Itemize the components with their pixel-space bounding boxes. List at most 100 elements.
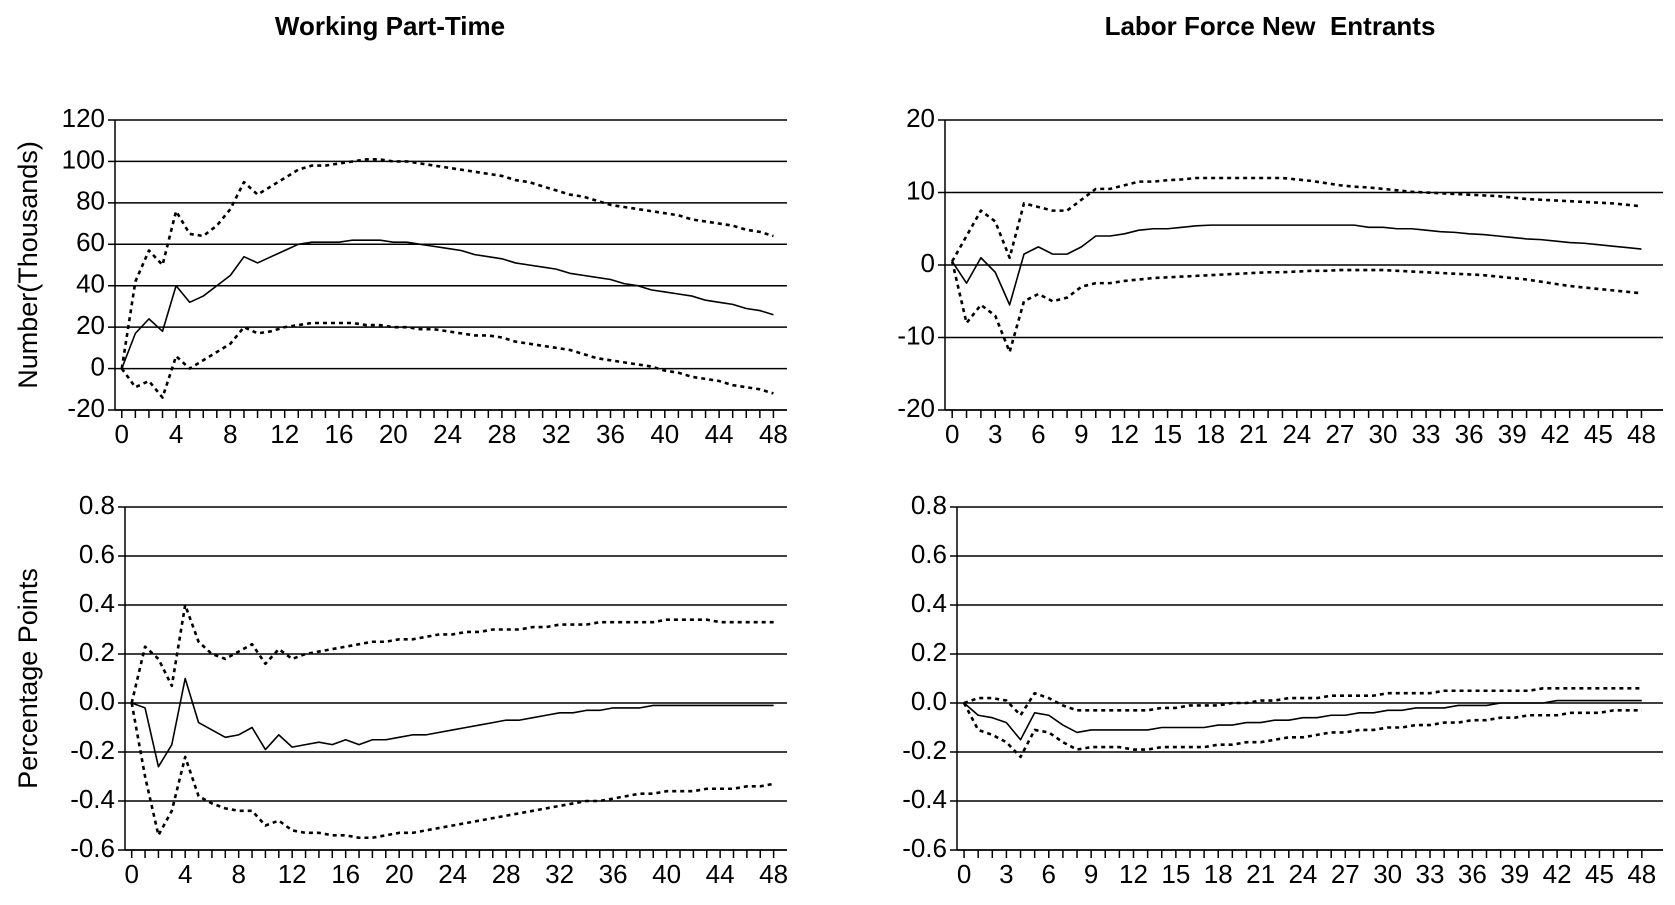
x-tick-label: 12 bbox=[1110, 419, 1139, 449]
x-tick-label: 8 bbox=[223, 419, 237, 449]
x-tick-label: 48 bbox=[759, 859, 788, 889]
series-line bbox=[131, 677, 774, 768]
y-tick-label: -20 bbox=[67, 393, 105, 423]
y-tick-label: 100 bbox=[62, 144, 105, 174]
y-tick-label: 0.0 bbox=[911, 686, 947, 716]
x-tick-label: 48 bbox=[759, 419, 788, 449]
y-tick-label: 10 bbox=[906, 175, 935, 205]
x-tick-label: 3 bbox=[988, 419, 1002, 449]
series-line bbox=[950, 261, 1642, 354]
x-tick-label: 32 bbox=[545, 859, 574, 889]
x-tick-label: 16 bbox=[331, 859, 360, 889]
y-tick-label: -0.2 bbox=[70, 735, 115, 765]
x-tick-label: 8 bbox=[231, 859, 245, 889]
y-tick-label: 40 bbox=[76, 269, 105, 299]
y-tick-label: 0.2 bbox=[79, 637, 115, 667]
y-tick-label: 20 bbox=[76, 310, 105, 340]
series-line bbox=[120, 158, 774, 369]
x-tick-label: 12 bbox=[270, 419, 299, 449]
series-line bbox=[963, 699, 1642, 741]
series-line bbox=[130, 603, 774, 704]
x-tick-label: 21 bbox=[1239, 419, 1268, 449]
series-line bbox=[951, 176, 1642, 263]
x-tick-label: 24 bbox=[1282, 419, 1311, 449]
x-tick-label: 3 bbox=[999, 859, 1013, 889]
x-tick-label: 20 bbox=[385, 859, 414, 889]
x-tick-label: 36 bbox=[599, 859, 628, 889]
x-tick-label: 24 bbox=[438, 859, 467, 889]
x-tick-label: 0 bbox=[957, 859, 971, 889]
x-tick-label: 9 bbox=[1084, 859, 1098, 889]
x-tick-label: 20 bbox=[379, 419, 408, 449]
y-tick-label: 20 bbox=[906, 103, 935, 133]
x-tick-label: 18 bbox=[1204, 859, 1233, 889]
y-tick-label: -0.2 bbox=[902, 735, 947, 765]
x-tick-label: 44 bbox=[705, 419, 734, 449]
series-line bbox=[120, 321, 774, 399]
x-tick-label: 6 bbox=[1031, 419, 1045, 449]
x-tick-label: 27 bbox=[1331, 859, 1360, 889]
y-tick-label: 0.6 bbox=[911, 539, 947, 569]
x-tick-label: 16 bbox=[325, 419, 354, 449]
y-axis-label: Percentage Points bbox=[13, 568, 43, 789]
x-tick-label: 45 bbox=[1584, 419, 1613, 449]
x-tick-label: 12 bbox=[278, 859, 307, 889]
x-tick-label: 28 bbox=[487, 419, 516, 449]
x-tick-label: 28 bbox=[492, 859, 521, 889]
x-tick-label: 48 bbox=[1627, 419, 1656, 449]
y-tick-label: -0.4 bbox=[902, 784, 947, 814]
x-tick-label: 24 bbox=[433, 419, 462, 449]
x-tick-label: 44 bbox=[706, 859, 735, 889]
series-line bbox=[951, 224, 1642, 306]
x-tick-label: 40 bbox=[652, 859, 681, 889]
x-tick-label: 45 bbox=[1585, 859, 1614, 889]
x-tick-label: 36 bbox=[1458, 859, 1487, 889]
chart-title: Working Part-Time bbox=[275, 11, 505, 41]
y-tick-label: 0 bbox=[91, 351, 105, 381]
x-tick-label: 32 bbox=[542, 419, 571, 449]
x-tick-label: 0 bbox=[945, 419, 959, 449]
y-tick-label: 60 bbox=[76, 227, 105, 257]
x-tick-label: 36 bbox=[596, 419, 625, 449]
x-tick-label: 6 bbox=[1042, 859, 1056, 889]
y-tick-label: 0.0 bbox=[79, 686, 115, 716]
x-tick-label: 39 bbox=[1498, 419, 1527, 449]
y-tick-label: -10 bbox=[897, 320, 935, 350]
y-tick-label: 0.4 bbox=[79, 588, 115, 618]
x-tick-label: 18 bbox=[1196, 419, 1225, 449]
y-tick-label: -0.6 bbox=[902, 833, 947, 863]
series-line bbox=[962, 702, 1642, 759]
x-tick-label: 30 bbox=[1369, 419, 1398, 449]
x-tick-label: 0 bbox=[124, 859, 138, 889]
y-tick-label: 0.8 bbox=[911, 490, 947, 520]
x-tick-label: 9 bbox=[1074, 419, 1088, 449]
x-tick-label: 27 bbox=[1325, 419, 1354, 449]
x-tick-label: 30 bbox=[1373, 859, 1402, 889]
x-tick-label: 21 bbox=[1246, 859, 1275, 889]
x-tick-label: 12 bbox=[1119, 859, 1148, 889]
y-tick-label: -0.4 bbox=[70, 784, 115, 814]
x-tick-label: 24 bbox=[1288, 859, 1317, 889]
x-tick-label: 33 bbox=[1416, 859, 1445, 889]
series-line bbox=[130, 702, 774, 840]
y-tick-label: 0.4 bbox=[911, 588, 947, 618]
x-tick-label: 48 bbox=[1627, 859, 1656, 889]
x-tick-label: 39 bbox=[1500, 859, 1529, 889]
x-tick-label: 36 bbox=[1455, 419, 1484, 449]
x-tick-label: 0 bbox=[115, 419, 129, 449]
y-tick-label: 0.2 bbox=[911, 637, 947, 667]
y-tick-label: -20 bbox=[897, 393, 935, 423]
x-tick-label: 4 bbox=[169, 419, 183, 449]
y-axis-label: Number(Thousands) bbox=[13, 141, 43, 389]
x-tick-label: 40 bbox=[650, 419, 679, 449]
chart-title: Labor Force New Entrants bbox=[1105, 11, 1436, 41]
x-tick-label: 15 bbox=[1153, 419, 1182, 449]
series-line bbox=[963, 687, 1642, 717]
x-tick-label: 42 bbox=[1541, 419, 1570, 449]
x-tick-label: 42 bbox=[1543, 859, 1572, 889]
y-tick-label: 0.6 bbox=[79, 539, 115, 569]
y-tick-label: 120 bbox=[62, 103, 105, 133]
x-tick-label: 4 bbox=[178, 859, 192, 889]
